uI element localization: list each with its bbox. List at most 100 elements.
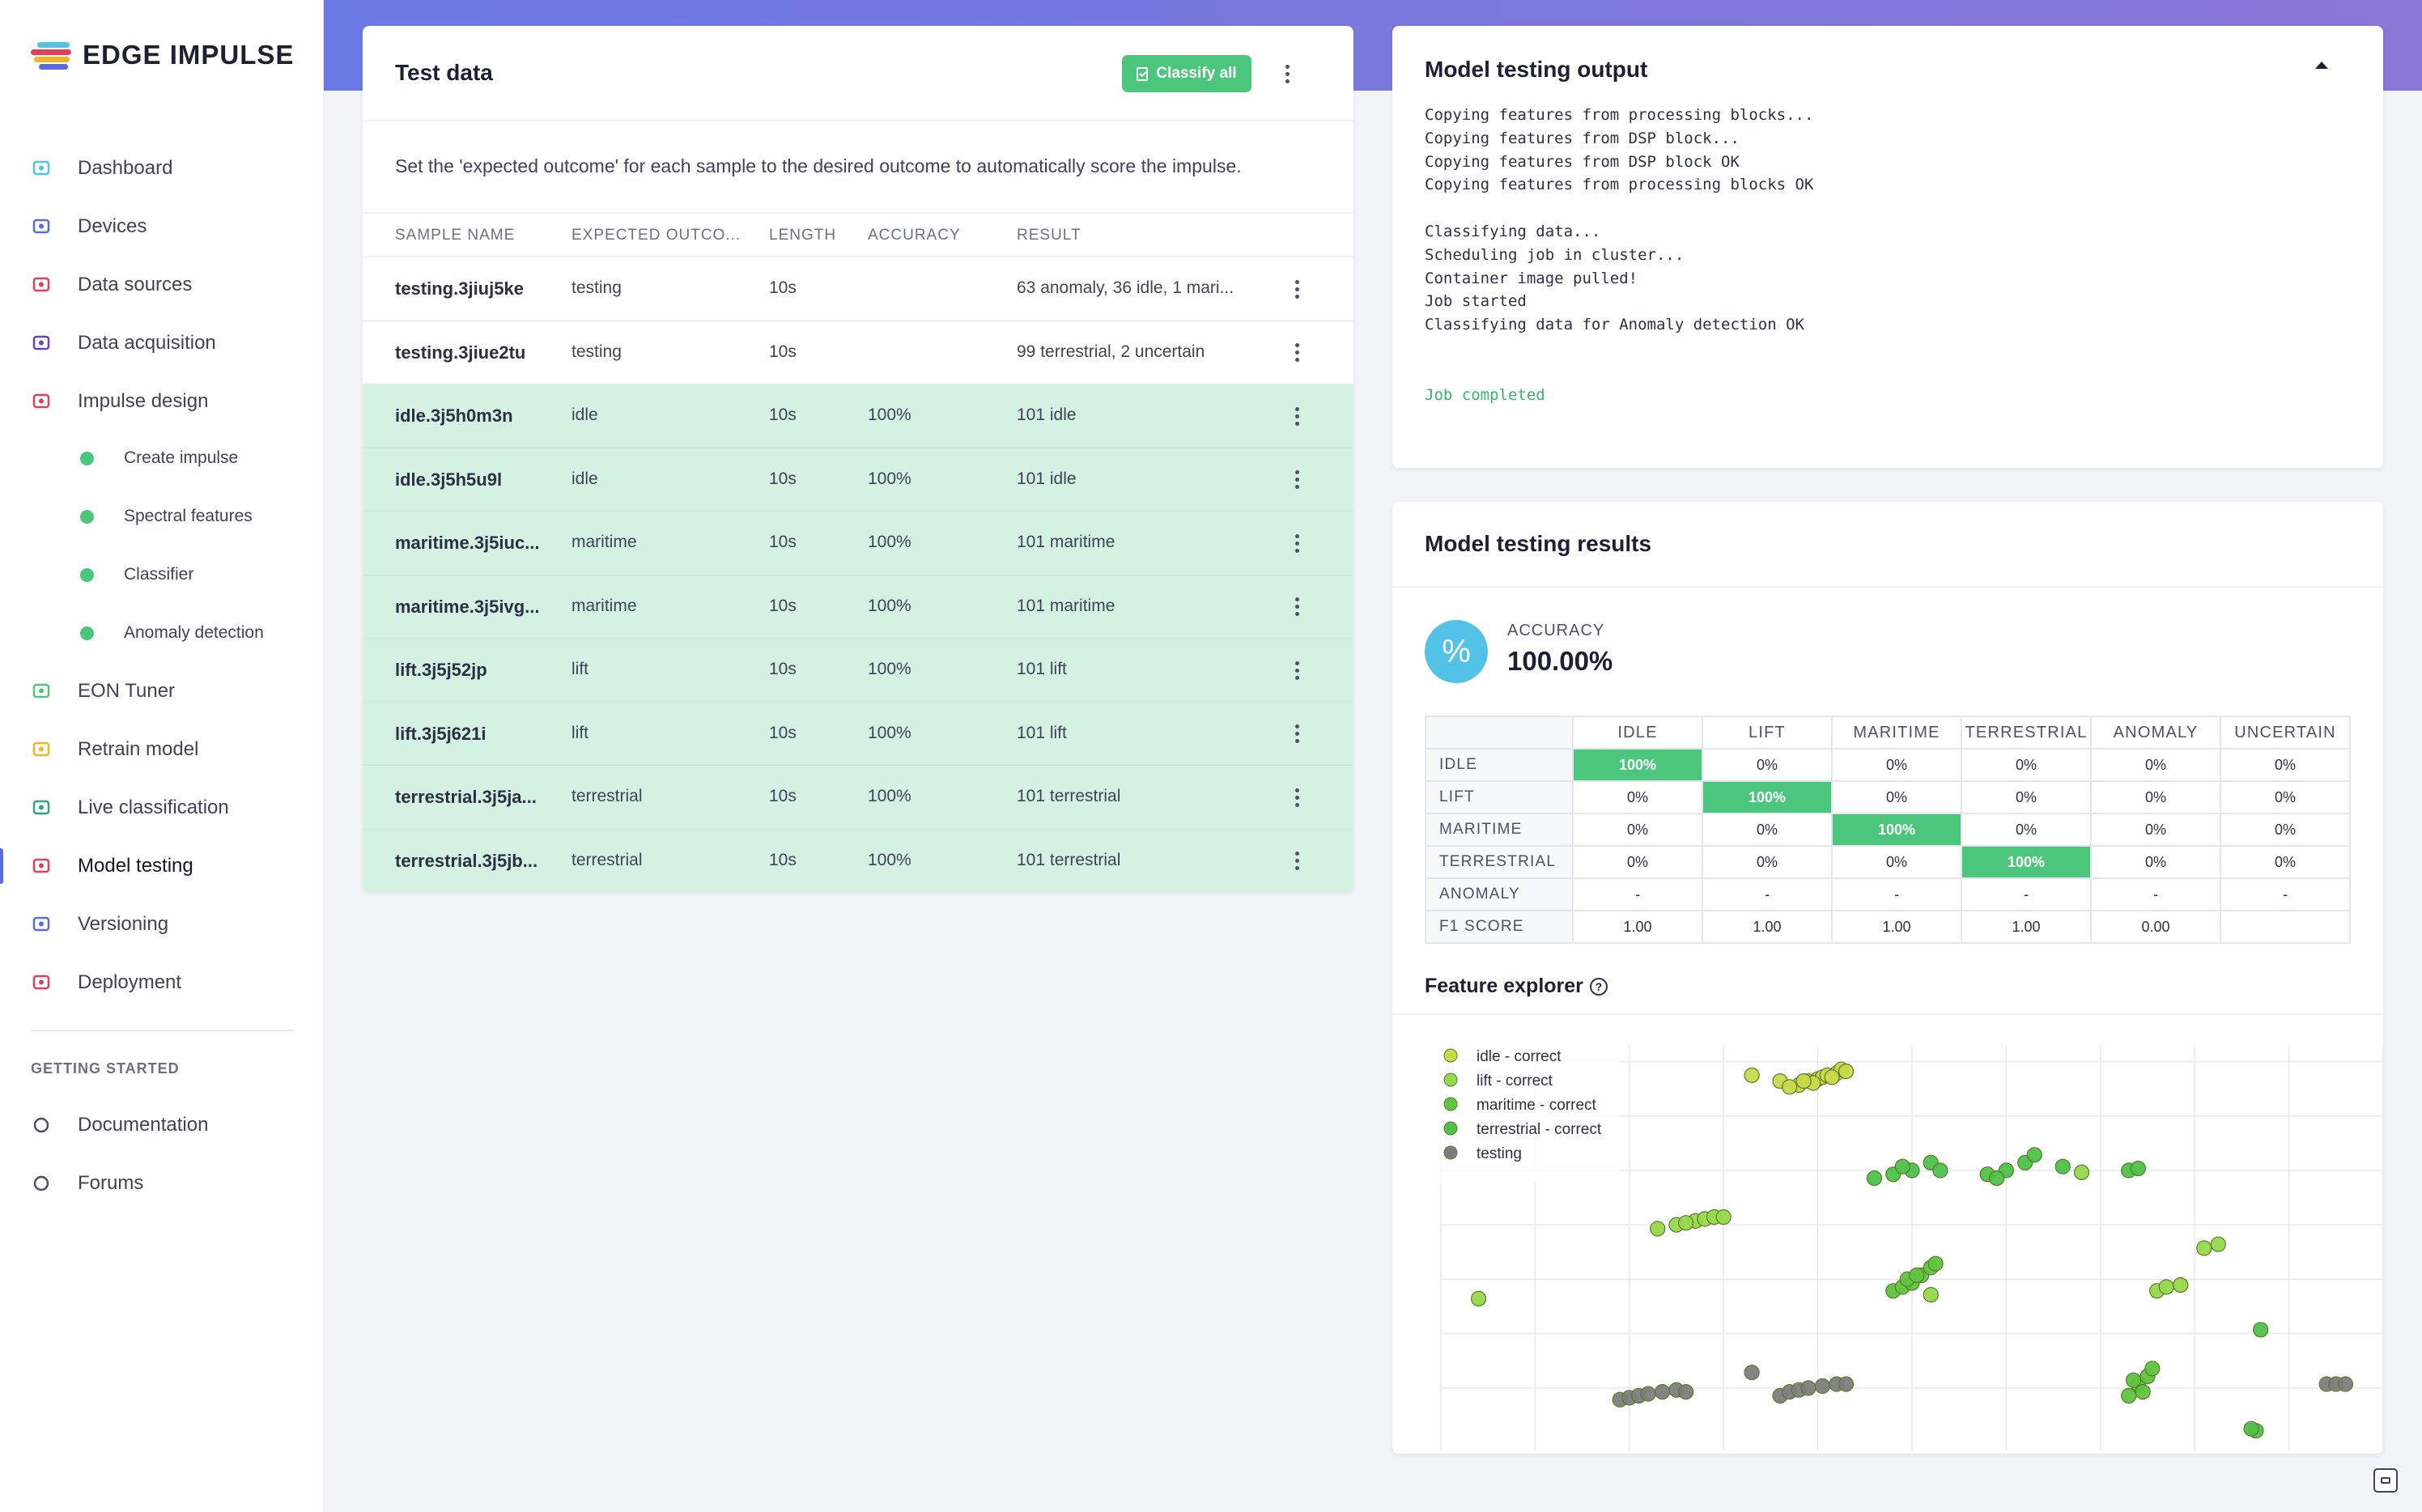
sidebar-item-anomaly-detection[interactable]: Anomaly detection bbox=[0, 609, 324, 657]
scatter-point[interactable] bbox=[1782, 1079, 1798, 1095]
column-header-expected-outcome[interactable]: EXPECTED OUTCO... bbox=[572, 227, 741, 244]
table-row[interactable]: idle.3j5h0m3n idle 10s 100% 101 idle bbox=[363, 384, 1353, 448]
sidebar-item-retrain-model[interactable]: Retrain model bbox=[0, 725, 324, 774]
sample-name-cell[interactable]: lift.3j5j52jp bbox=[395, 660, 487, 680]
sidebar-item-devices[interactable]: Devices bbox=[0, 202, 324, 251]
table-row[interactable]: lift.3j5j621i lift 10s 100% 101 lift bbox=[363, 702, 1353, 766]
scatter-point[interactable] bbox=[1814, 1378, 1831, 1394]
scatter-point[interactable] bbox=[2026, 1147, 2042, 1163]
table-row[interactable]: lift.3j5j52jp lift 10s 100% 101 lift bbox=[363, 639, 1353, 703]
scatter-point[interactable] bbox=[1715, 1209, 1732, 1225]
scatter-point[interactable] bbox=[2121, 1387, 2137, 1404]
feature-explorer-chart[interactable]: idle - correct lift - correct maritime - c… bbox=[1425, 1030, 2383, 1450]
sidebar-item-data-acquisition[interactable]: Data acquisition bbox=[0, 319, 324, 367]
sample-name-cell[interactable]: terrestrial.3j5jb... bbox=[395, 850, 538, 871]
scatter-point[interactable] bbox=[1838, 1063, 1855, 1080]
column-header-accuracy[interactable]: ACCURACY bbox=[868, 227, 961, 244]
scatter-point[interactable] bbox=[1744, 1067, 1760, 1084]
scatter-point[interactable] bbox=[2173, 1277, 2189, 1293]
sidebar-item-classifier[interactable]: Classifier bbox=[0, 550, 324, 599]
scatter-point[interactable] bbox=[1678, 1215, 1694, 1231]
table-row[interactable]: testing.3jiuj5ke testing 10s 63 anomaly, 36… bbox=[363, 257, 1353, 321]
sidebar-item-deployment[interactable]: Deployment bbox=[0, 958, 324, 1007]
row-menu-icon[interactable] bbox=[1289, 722, 1305, 746]
sidebar-item-data-sources[interactable]: Data sources bbox=[0, 261, 324, 309]
test-data-menu-icon[interactable] bbox=[1279, 62, 1295, 86]
scatter-point[interactable] bbox=[1470, 1290, 1487, 1306]
legend-label[interactable]: idle - correct bbox=[1477, 1048, 1562, 1065]
row-menu-icon[interactable] bbox=[1289, 468, 1305, 492]
table-row[interactable]: testing.3jiue2tu testing 10s 99 terrestrial… bbox=[363, 321, 1353, 384]
scatter-point[interactable] bbox=[1824, 1069, 1840, 1085]
sidebar-item-impulse-design[interactable]: Impulse design bbox=[0, 377, 324, 426]
scatter-point[interactable] bbox=[1923, 1287, 1939, 1303]
scatter-point[interactable] bbox=[1795, 1072, 1812, 1089]
row-menu-icon[interactable] bbox=[1289, 341, 1305, 365]
sample-name-cell[interactable]: idle.3j5h5u9l bbox=[395, 469, 503, 490]
legend-label[interactable]: terrestrial - correct bbox=[1477, 1121, 1602, 1138]
sample-name-cell[interactable]: testing.3jiue2tu bbox=[395, 342, 526, 363]
scatter-point[interactable] bbox=[2243, 1421, 2259, 1437]
sidebar-item-versioning[interactable]: Versioning bbox=[0, 900, 324, 949]
scatter-point[interactable] bbox=[1800, 1380, 1816, 1396]
scatter-point[interactable] bbox=[2210, 1236, 2226, 1252]
row-menu-icon[interactable] bbox=[1289, 849, 1305, 873]
sample-name-cell[interactable]: testing.3jiuj5ke bbox=[395, 278, 524, 299]
scatter-point[interactable] bbox=[2158, 1279, 2174, 1295]
sidebar-item-forums[interactable]: Forums bbox=[0, 1159, 324, 1208]
sidebar-item-spectral-features[interactable]: Spectral features bbox=[0, 492, 324, 541]
sample-name-cell[interactable]: maritime.3j5iuc... bbox=[395, 533, 540, 553]
table-row[interactable]: idle.3j5h5u9l idle 10s 100% 101 idle bbox=[363, 448, 1353, 512]
scatter-point[interactable] bbox=[1678, 1384, 1694, 1400]
scatter-point[interactable] bbox=[1654, 1384, 1671, 1400]
help-icon[interactable]: ? bbox=[1589, 977, 1608, 996]
collapse-caret-icon[interactable] bbox=[2315, 62, 2328, 69]
edge-impulse-logo[interactable]: EDGE IMPULSE bbox=[31, 39, 294, 71]
sample-name-cell[interactable]: idle.3j5h0m3n bbox=[395, 406, 513, 426]
scatter-point[interactable] bbox=[2135, 1384, 2151, 1400]
legend-label[interactable]: testing bbox=[1477, 1145, 1522, 1162]
scatter-point[interactable] bbox=[1894, 1158, 1910, 1174]
sidebar-item-documentation[interactable]: Documentation bbox=[0, 1101, 324, 1149]
row-menu-icon[interactable] bbox=[1289, 785, 1305, 809]
row-menu-icon[interactable] bbox=[1289, 658, 1305, 682]
scatter-point[interactable] bbox=[1989, 1170, 2005, 1187]
legend-label[interactable]: lift - correct bbox=[1477, 1072, 1553, 1089]
scatter-point[interactable] bbox=[1640, 1386, 1656, 1402]
column-header-result[interactable]: RESULT bbox=[1017, 227, 1081, 244]
sidebar-item-eon-tuner[interactable]: EON Tuner bbox=[0, 667, 324, 716]
scatter-point[interactable] bbox=[2144, 1361, 2161, 1377]
scatter-point[interactable] bbox=[2253, 1322, 2269, 1338]
scatter-point[interactable] bbox=[1932, 1162, 1948, 1179]
scatter-point[interactable] bbox=[1650, 1221, 1666, 1237]
row-menu-icon[interactable] bbox=[1289, 404, 1305, 428]
scatter-point[interactable] bbox=[1744, 1365, 1760, 1381]
table-row[interactable]: maritime.3j5iuc... maritime 10s 100% 101 mar… bbox=[363, 512, 1353, 575]
scatter-point[interactable] bbox=[1838, 1376, 1855, 1392]
feedback-chat-icon[interactable] bbox=[2373, 1468, 2398, 1493]
legend-label[interactable]: maritime - correct bbox=[1477, 1097, 1597, 1114]
table-row[interactable]: maritime.3j5ivg... maritime 10s 100% 101 mar… bbox=[363, 575, 1353, 639]
scatter-point[interactable] bbox=[2054, 1158, 2071, 1174]
scatter-point[interactable] bbox=[1927, 1255, 1944, 1272]
scatter-point[interactable] bbox=[2337, 1376, 2354, 1392]
sample-name-cell[interactable]: terrestrial.3j5ja... bbox=[395, 787, 537, 807]
table-row[interactable]: terrestrial.3j5ja... terrestrial 10s 100% 10… bbox=[363, 766, 1353, 830]
sidebar-item-dashboard[interactable]: Dashboard bbox=[0, 144, 324, 193]
row-menu-icon[interactable] bbox=[1289, 277, 1305, 301]
sidebar-item-live-classification[interactable]: Live classification bbox=[0, 784, 324, 832]
sample-name-cell[interactable]: lift.3j5j621i bbox=[395, 723, 487, 744]
scatter-point[interactable] bbox=[1866, 1170, 1883, 1187]
row-menu-icon[interactable] bbox=[1289, 531, 1305, 555]
sidebar-item-create-impulse[interactable]: Create impulse bbox=[0, 434, 324, 482]
classify-all-button[interactable]: Classify all bbox=[1122, 55, 1251, 92]
scatter-point[interactable] bbox=[2196, 1240, 2212, 1256]
sidebar-item-model-testing[interactable]: Model testing bbox=[0, 842, 324, 890]
scatter-point[interactable] bbox=[1909, 1268, 1925, 1284]
scatter-point[interactable] bbox=[2130, 1161, 2146, 1177]
scatter-point[interactable] bbox=[2073, 1164, 2090, 1180]
column-header-sample-name[interactable]: SAMPLE NAME bbox=[395, 227, 516, 244]
table-row[interactable]: terrestrial.3j5jb... terrestrial 10s 100% 10… bbox=[363, 829, 1353, 892]
column-header-length[interactable]: LENGTH bbox=[769, 227, 837, 244]
scatter-point[interactable] bbox=[2125, 1372, 2142, 1388]
